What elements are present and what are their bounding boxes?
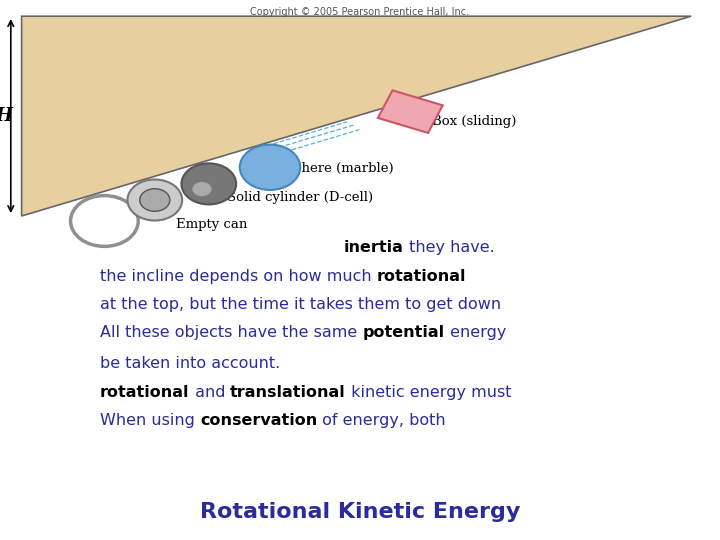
- Text: of energy, both: of energy, both: [318, 413, 446, 428]
- Text: rotational: rotational: [377, 268, 467, 284]
- Circle shape: [240, 145, 300, 190]
- Text: Hoop: Hoop: [86, 199, 123, 213]
- Polygon shape: [22, 16, 691, 216]
- Text: potential: potential: [362, 325, 444, 340]
- Circle shape: [140, 188, 170, 211]
- Circle shape: [127, 179, 182, 220]
- Text: When using: When using: [100, 413, 200, 428]
- Text: the incline depends on how much: the incline depends on how much: [100, 268, 377, 284]
- Text: inertia: inertia: [344, 240, 404, 255]
- Text: energy: energy: [444, 325, 506, 340]
- Text: be taken into account.: be taken into account.: [100, 356, 280, 372]
- Polygon shape: [378, 90, 443, 133]
- Text: they have.: they have.: [404, 240, 495, 255]
- Text: and: and: [189, 384, 230, 400]
- Text: Sphere (marble): Sphere (marble): [284, 162, 394, 175]
- Text: Rotational Kinetic Energy: Rotational Kinetic Energy: [200, 502, 520, 522]
- Text: All these objects have the same: All these objects have the same: [100, 325, 362, 340]
- Circle shape: [181, 164, 236, 205]
- Text: conservation: conservation: [200, 413, 318, 428]
- Circle shape: [71, 195, 138, 246]
- Text: translational: translational: [230, 384, 346, 400]
- Text: Copyright © 2005 Pearson Prentice Hall, Inc.: Copyright © 2005 Pearson Prentice Hall, …: [251, 7, 469, 17]
- Text: Empty can: Empty can: [176, 218, 248, 231]
- Text: kinetic energy must: kinetic energy must: [346, 384, 511, 400]
- Text: Solid cylinder (D-cell): Solid cylinder (D-cell): [227, 191, 373, 204]
- Text: rotational: rotational: [100, 384, 189, 400]
- Text: Box (sliding): Box (sliding): [432, 115, 516, 128]
- Text: at the top, but the time it takes them to get down: at the top, but the time it takes them t…: [100, 297, 501, 312]
- Text: H: H: [0, 107, 12, 125]
- Circle shape: [192, 182, 212, 196]
